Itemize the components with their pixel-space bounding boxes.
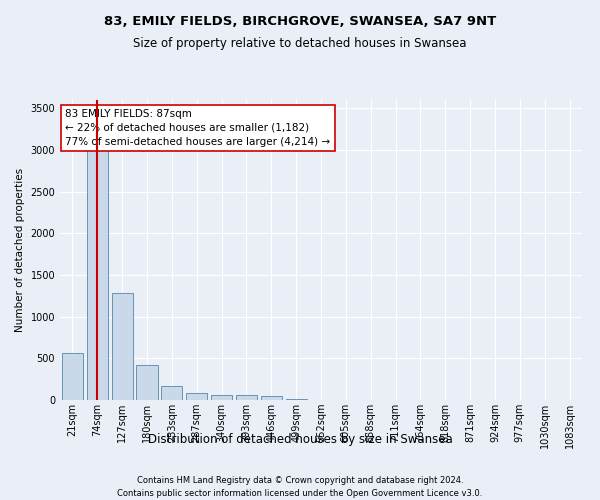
- Text: 83 EMILY FIELDS: 87sqm
← 22% of detached houses are smaller (1,182)
77% of semi-: 83 EMILY FIELDS: 87sqm ← 22% of detached…: [65, 109, 331, 147]
- Text: Size of property relative to detached houses in Swansea: Size of property relative to detached ho…: [133, 38, 467, 51]
- Bar: [286, 399, 307, 400]
- Bar: [87, 125, 108, 400]
- Bar: [236, 396, 257, 400]
- Text: Contains public sector information licensed under the Open Government Licence v3: Contains public sector information licen…: [118, 489, 482, 498]
- Bar: [186, 392, 207, 400]
- Bar: [112, 292, 133, 400]
- Bar: [136, 366, 158, 400]
- Bar: [62, 354, 83, 400]
- Text: Contains HM Land Registry data © Crown copyright and database right 2024.: Contains HM Land Registry data © Crown c…: [137, 476, 463, 485]
- Y-axis label: Number of detached properties: Number of detached properties: [15, 168, 25, 332]
- Text: 83, EMILY FIELDS, BIRCHGROVE, SWANSEA, SA7 9NT: 83, EMILY FIELDS, BIRCHGROVE, SWANSEA, S…: [104, 15, 496, 28]
- Bar: [161, 386, 182, 400]
- Bar: [211, 395, 232, 400]
- Text: Distribution of detached houses by size in Swansea: Distribution of detached houses by size …: [148, 432, 452, 446]
- Bar: [261, 396, 282, 400]
